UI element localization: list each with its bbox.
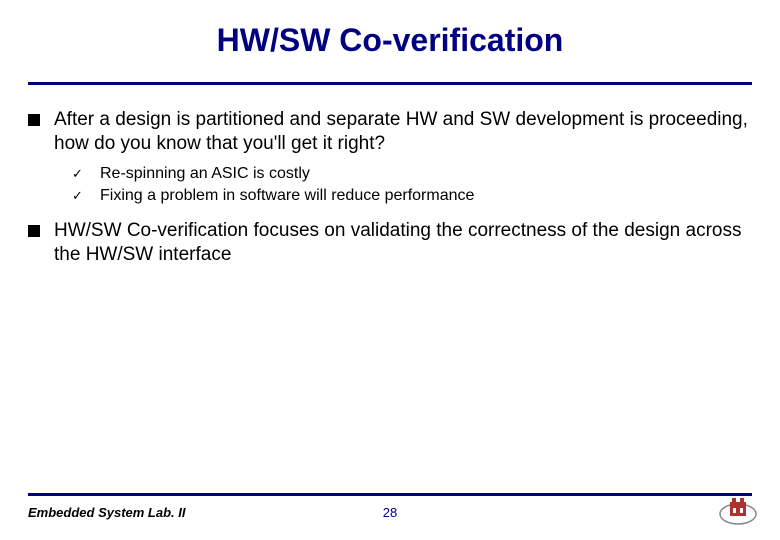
check-icon: ✓ xyxy=(72,164,100,184)
check-icon: ✓ xyxy=(72,186,100,206)
square-bullet-icon xyxy=(28,114,40,126)
bullet-text: HW/SW Co-verification focuses on validat… xyxy=(54,219,752,267)
sub-bullet-item: ✓ Re-spinning an ASIC is costly xyxy=(72,164,752,185)
sub-bullet-list: ✓ Re-spinning an ASIC is costly ✓ Fixing… xyxy=(72,164,752,208)
slide: HW/SW Co-verification After a design is … xyxy=(0,0,780,540)
footer-rule xyxy=(28,493,752,496)
bullet-item: HW/SW Co-verification focuses on validat… xyxy=(28,219,752,267)
sub-bullet-item: ✓ Fixing a problem in software will redu… xyxy=(72,186,752,207)
slide-title: HW/SW Co-verification xyxy=(0,0,780,59)
page-number: 28 xyxy=(383,505,397,520)
bullet-item: After a design is partitioned and separa… xyxy=(28,108,752,156)
square-bullet-icon xyxy=(28,225,40,237)
title-rule xyxy=(28,82,752,85)
footer-label: Embedded System Lab. II xyxy=(28,505,186,520)
sub-bullet-text: Re-spinning an ASIC is costly xyxy=(100,164,310,185)
sub-bullet-text: Fixing a problem in software will reduce… xyxy=(100,186,474,207)
content-area: After a design is partitioned and separa… xyxy=(28,108,752,273)
lab-logo-icon xyxy=(718,496,758,526)
bullet-text: After a design is partitioned and separa… xyxy=(54,108,752,156)
